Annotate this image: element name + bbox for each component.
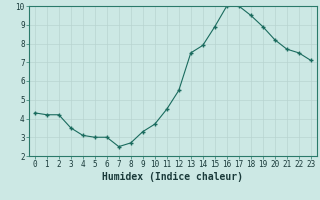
X-axis label: Humidex (Indice chaleur): Humidex (Indice chaleur) xyxy=(102,172,243,182)
